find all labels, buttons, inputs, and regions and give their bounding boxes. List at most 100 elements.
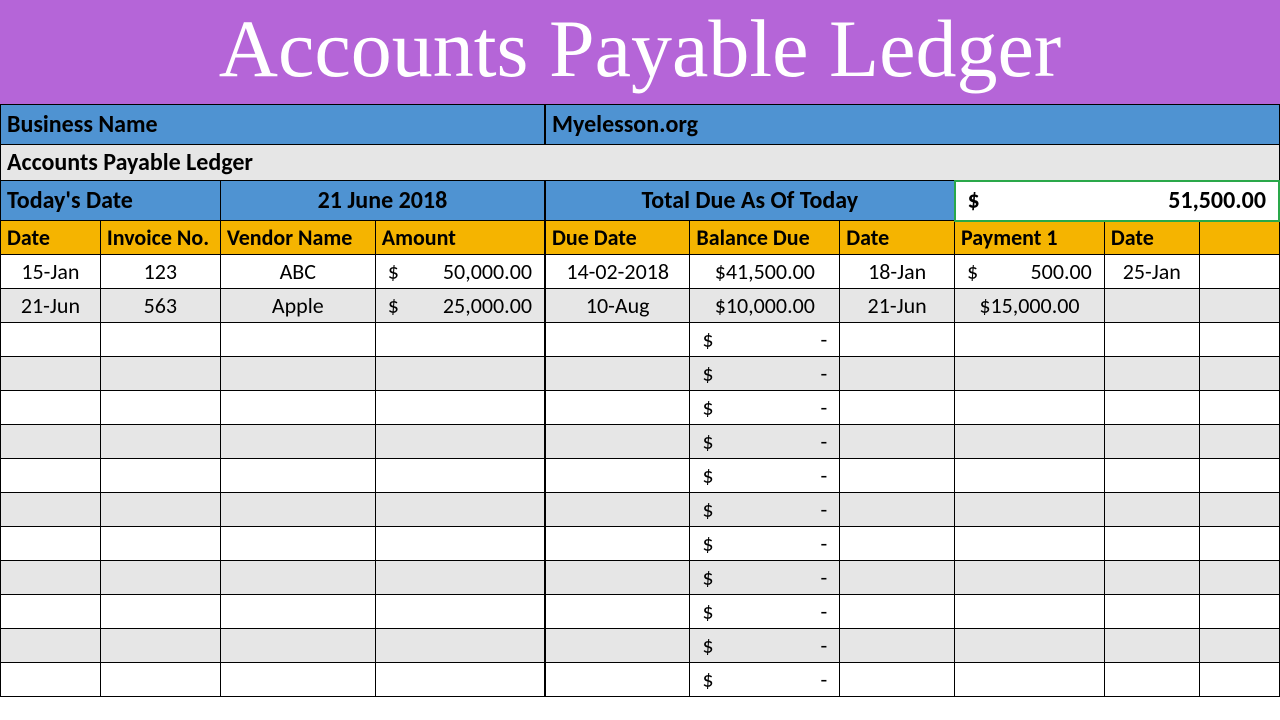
- cell-empty[interactable]: [100, 527, 220, 561]
- cell-empty[interactable]: [220, 323, 375, 357]
- cell-empty[interactable]: [220, 663, 375, 697]
- cell-empty[interactable]: $-: [690, 527, 840, 561]
- cell-empty[interactable]: [100, 425, 220, 459]
- cell-empty[interactable]: [1199, 493, 1279, 527]
- cell-empty[interactable]: [1199, 527, 1279, 561]
- col-vendor-name[interactable]: Vendor Name: [220, 221, 375, 255]
- cell-empty[interactable]: [1, 357, 101, 391]
- cell-empty[interactable]: [955, 425, 1105, 459]
- cell-date2[interactable]: 18-Jan: [840, 255, 955, 289]
- cell-empty[interactable]: [375, 561, 545, 595]
- cell-empty[interactable]: [1199, 425, 1279, 459]
- cell-date2[interactable]: 21-Jun: [840, 289, 955, 323]
- cell-empty[interactable]: [100, 459, 220, 493]
- cell-balance-due[interactable]: $10,000.00: [690, 289, 840, 323]
- cell-empty[interactable]: [955, 323, 1105, 357]
- cell-empty[interactable]: [840, 323, 955, 357]
- cell-empty[interactable]: [955, 459, 1105, 493]
- col-balance-due[interactable]: Balance Due: [690, 221, 840, 255]
- cell-empty[interactable]: $-: [690, 391, 840, 425]
- cell-empty[interactable]: [220, 629, 375, 663]
- cell-empty[interactable]: [220, 425, 375, 459]
- col-invoice-no[interactable]: Invoice No.: [100, 221, 220, 255]
- cell-empty[interactable]: [545, 357, 690, 391]
- cell-empty[interactable]: [955, 629, 1105, 663]
- cell-empty[interactable]: [1104, 391, 1199, 425]
- cell-empty[interactable]: [840, 663, 955, 697]
- cell-empty[interactable]: [375, 493, 545, 527]
- cell-empty[interactable]: $-: [690, 357, 840, 391]
- cell-empty[interactable]: [955, 527, 1105, 561]
- cell-empty[interactable]: [375, 323, 545, 357]
- cell-empty[interactable]: [1104, 357, 1199, 391]
- cell-date[interactable]: 15-Jan: [1, 255, 101, 289]
- cell-empty[interactable]: [1199, 629, 1279, 663]
- cell-empty[interactable]: [545, 527, 690, 561]
- cell-empty[interactable]: [220, 595, 375, 629]
- cell-empty[interactable]: [375, 459, 545, 493]
- cell-empty[interactable]: [1, 493, 101, 527]
- cell-empty[interactable]: [100, 391, 220, 425]
- cell-empty[interactable]: [1, 527, 101, 561]
- cell-empty[interactable]: [1199, 357, 1279, 391]
- cell-empty[interactable]: [840, 561, 955, 595]
- cell-empty[interactable]: $-: [690, 663, 840, 697]
- col-date3[interactable]: Date: [1104, 221, 1199, 255]
- cell-empty[interactable]: [220, 493, 375, 527]
- cell-empty[interactable]: [100, 323, 220, 357]
- cell-empty[interactable]: [1104, 629, 1199, 663]
- cell-empty[interactable]: [545, 459, 690, 493]
- cell-empty[interactable]: [545, 595, 690, 629]
- cell-payment1[interactable]: $500.00: [955, 255, 1105, 289]
- cell-empty[interactable]: [840, 459, 955, 493]
- cell-empty[interactable]: [1, 323, 101, 357]
- cell-amount[interactable]: $50,000.00: [375, 255, 545, 289]
- cell-empty[interactable]: [375, 527, 545, 561]
- cell-due-date[interactable]: 14-02-2018: [545, 255, 690, 289]
- todays-date-value[interactable]: 21 June 2018: [220, 181, 545, 221]
- cell-empty[interactable]: [220, 357, 375, 391]
- cell-payment1[interactable]: $15,000.00: [955, 289, 1105, 323]
- cell-empty[interactable]: [375, 629, 545, 663]
- cell-empty[interactable]: [545, 493, 690, 527]
- cell-empty[interactable]: $-: [690, 323, 840, 357]
- cell-empty[interactable]: [1104, 561, 1199, 595]
- cell-empty[interactable]: [1199, 561, 1279, 595]
- cell-empty[interactable]: $-: [690, 629, 840, 663]
- cell-empty[interactable]: [1199, 663, 1279, 697]
- cell-empty[interactable]: [840, 527, 955, 561]
- cell-vendor-name[interactable]: Apple: [220, 289, 375, 323]
- cell-empty[interactable]: [1, 425, 101, 459]
- business-name-value[interactable]: Myelesson.org: [545, 105, 1279, 145]
- cell-empty[interactable]: [100, 561, 220, 595]
- cell-empty[interactable]: $-: [690, 561, 840, 595]
- cell-empty[interactable]: [100, 493, 220, 527]
- cell-empty[interactable]: [545, 561, 690, 595]
- cell-empty[interactable]: [840, 629, 955, 663]
- cell-empty[interactable]: [840, 425, 955, 459]
- cell-empty[interactable]: [100, 357, 220, 391]
- cell-empty[interactable]: [1104, 493, 1199, 527]
- cell-empty[interactable]: [545, 425, 690, 459]
- cell-empty[interactable]: [100, 663, 220, 697]
- cell-empty[interactable]: [1, 663, 101, 697]
- cell-empty[interactable]: $-: [690, 425, 840, 459]
- cell-empty[interactable]: [545, 391, 690, 425]
- cell-empty[interactable]: [1104, 595, 1199, 629]
- cell-date3[interactable]: 25-Jan: [1104, 255, 1199, 289]
- cell-empty[interactable]: [220, 561, 375, 595]
- cell-empty[interactable]: [545, 663, 690, 697]
- col-date2[interactable]: Date: [840, 221, 955, 255]
- cell-empty[interactable]: [955, 663, 1105, 697]
- cell-vendor-name[interactable]: ABC: [220, 255, 375, 289]
- cell-invoice-no[interactable]: 123: [100, 255, 220, 289]
- cell-empty[interactable]: [1, 561, 101, 595]
- cell-empty[interactable]: [955, 357, 1105, 391]
- cell-empty[interactable]: [220, 459, 375, 493]
- cell-empty[interactable]: [545, 323, 690, 357]
- col-date[interactable]: Date: [1, 221, 101, 255]
- cell-amount[interactable]: $25,000.00: [375, 289, 545, 323]
- cell-empty[interactable]: [1104, 323, 1199, 357]
- cell-empty[interactable]: [375, 595, 545, 629]
- cell-empty[interactable]: [1104, 527, 1199, 561]
